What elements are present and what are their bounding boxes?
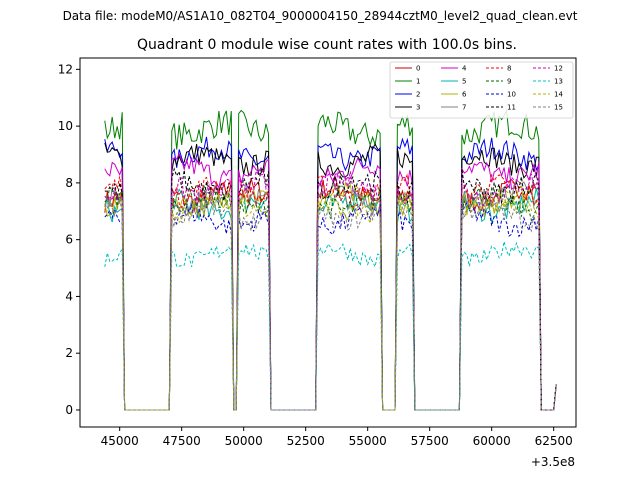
series-line-1 [104,108,557,411]
legend-label-3: 3 [416,104,420,112]
legend-label-0: 0 [416,65,420,73]
legend-label-8: 8 [507,65,511,73]
legend-label-5: 5 [462,78,466,86]
legend-label-13: 13 [554,78,563,86]
legend-label-7: 7 [462,104,466,112]
legend-label-2: 2 [416,91,420,99]
legend-label-11: 11 [507,104,516,112]
legend-box [389,61,574,119]
legend-label-10: 10 [507,91,516,99]
data-file-header: Data file: modeM0/AS1A10_082T04_90000041… [63,9,578,23]
chart-title: Quadrant 0 module wise count rates with … [137,37,517,53]
series-line-11 [104,167,557,411]
series-line-4 [104,152,557,411]
series-line-3 [104,142,557,411]
legend-label-4: 4 [462,65,467,73]
x-offset-label: +3.5e8 [531,455,575,469]
x-tick-label: 62500 [535,434,573,448]
y-tick-label: 10 [58,119,73,133]
y-tick-label: 4 [65,289,73,303]
y-tick-label: 6 [65,233,73,247]
series-line-15 [104,196,557,411]
x-tick-label: 52500 [287,434,325,448]
x-tick-label: 50000 [225,434,263,448]
y-axis: 0 2 4 6 8 10 12 [58,62,80,417]
y-tick-label: 0 [65,403,73,417]
x-tick-label: 45000 [101,434,139,448]
series-line-8 [104,173,557,411]
y-tick-label: 8 [65,176,73,190]
legend-label-6: 6 [462,91,467,99]
y-tick-label: 2 [65,346,73,360]
series-line-9 [104,185,557,411]
legend-label-15: 15 [554,104,563,112]
series-line-6 [104,180,557,411]
series-line-2 [104,136,557,411]
x-tick-label: 47500 [163,434,201,448]
x-tick-label: 60000 [473,434,511,448]
legend-label-14: 14 [554,91,563,99]
series-line-12 [104,169,557,411]
plot-frame [79,57,577,428]
plot-lines [104,108,557,411]
x-tick-label: 55000 [349,434,387,448]
legend-label-12: 12 [554,65,563,73]
series-line-13 [104,241,557,411]
x-tick-label: 57500 [411,434,449,448]
series-line-10 [104,201,557,411]
series-line-14 [104,188,557,411]
x-axis: 45000 47500 50000 52500 55000 57500 60000 62500 [101,427,573,448]
legend-label-1: 1 [416,78,420,86]
legend-label-9: 9 [507,78,511,86]
y-tick-label: 12 [58,62,73,76]
